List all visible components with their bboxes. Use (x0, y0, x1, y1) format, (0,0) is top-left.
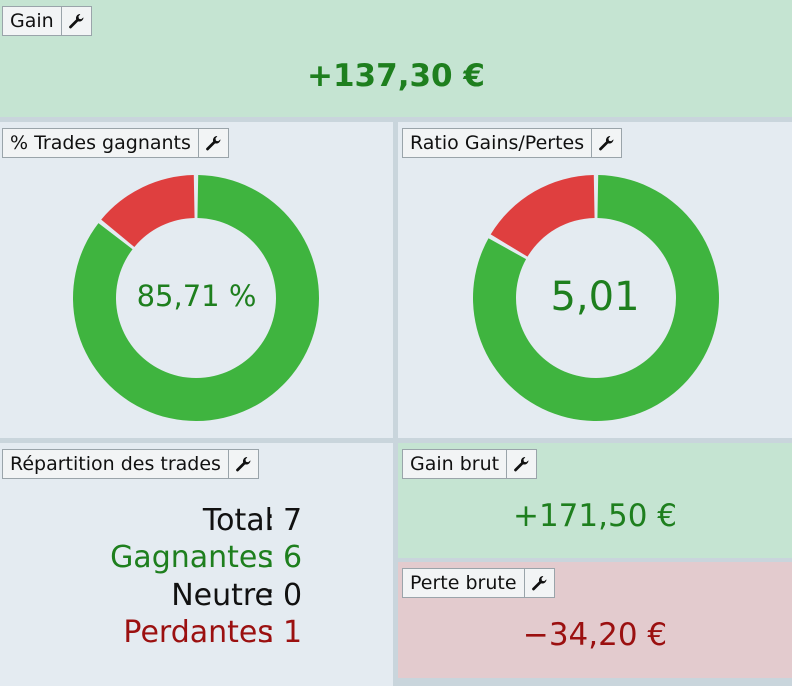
wrench-icon (531, 575, 548, 592)
distribution-separator: : (265, 540, 276, 575)
ratio-panel-tab: Ratio Gains/Pertes (402, 128, 623, 158)
gain-value: +137,30 € (307, 58, 485, 94)
distribution-panel: Répartition des trades Total : 7 Gagnant… (0, 443, 393, 686)
win-rate-donut-chart (73, 175, 320, 421)
wrench-icon (68, 13, 85, 30)
distribution-panel-tab: Répartition des trades (2, 449, 259, 479)
win-rate-panel-title: % Trades gagnants (10, 132, 191, 154)
win-rate-panel: % Trades gagnants 85,71 % (0, 122, 393, 438)
gain-panel-tab: Gain (2, 6, 92, 36)
ratio-value: 5,01 (550, 274, 640, 320)
distribution-separator: : (265, 615, 276, 650)
distribution-row-neutral: Neutre : 0 (0, 578, 393, 616)
gross-loss-panel-tab: Perte brute (402, 568, 555, 598)
ratio-panel: Ratio Gains/Pertes 5,01 (398, 122, 792, 438)
distribution-label: Gagnantes (110, 540, 273, 575)
gross-loss-panel: Perte brute −34,20 € (398, 562, 792, 678)
wrench-icon (513, 456, 530, 473)
distribution-label: Total (202, 503, 273, 538)
gain-panel: Gain +137,30 € (0, 0, 792, 117)
distribution-value: 1 (283, 615, 303, 650)
gross-gain-panel-title: Gain brut (410, 453, 500, 475)
ratio-donut-chart (473, 175, 719, 421)
ratio-panel-title: Ratio Gains/Pertes (410, 132, 585, 154)
gross-gain-panel: Gain brut +171,50 € (398, 443, 792, 558)
distribution-value: 6 (283, 540, 303, 575)
donut-slice-win (73, 175, 320, 421)
gross-gain-panel-tab: Gain brut (402, 449, 538, 479)
win-rate-panel-tab: % Trades gagnants (2, 128, 229, 158)
distribution-panel-title: Répartition des trades (10, 453, 221, 475)
wrench-icon (205, 135, 222, 152)
distribution-label: Neutre (171, 578, 273, 613)
gross-gain-value: +171,50 € (512, 498, 678, 534)
ratio-settings-button[interactable] (591, 129, 621, 157)
distribution-separator: : (265, 578, 276, 613)
wrench-icon (598, 135, 615, 152)
distribution-value: 0 (283, 578, 303, 613)
wrench-icon (235, 456, 252, 473)
distribution-settings-button[interactable] (227, 450, 258, 478)
win-rate-value: 85,71 % (136, 279, 257, 313)
distribution-row-total: Total : 7 (0, 503, 393, 541)
gain-settings-button[interactable] (60, 7, 91, 35)
donut-slice-loss (490, 175, 595, 257)
distribution-value: 7 (283, 503, 303, 538)
donut-slice-win (473, 175, 719, 421)
distribution-row-winning: Gagnantes : 6 (0, 540, 393, 578)
gross-loss-settings-button[interactable] (523, 569, 554, 597)
gross-loss-panel-title: Perte brute (410, 572, 517, 594)
gross-loss-value: −34,20 € (522, 617, 668, 653)
distribution-label: Perdantes (123, 615, 273, 650)
win-rate-settings-button[interactable] (197, 129, 228, 157)
donut-slice-loss (101, 175, 195, 248)
distribution-separator: : (265, 503, 276, 538)
gross-gain-settings-button[interactable] (506, 450, 536, 478)
distribution-row-losing: Perdantes : 1 (0, 615, 393, 653)
gain-panel-title: Gain (10, 10, 54, 32)
